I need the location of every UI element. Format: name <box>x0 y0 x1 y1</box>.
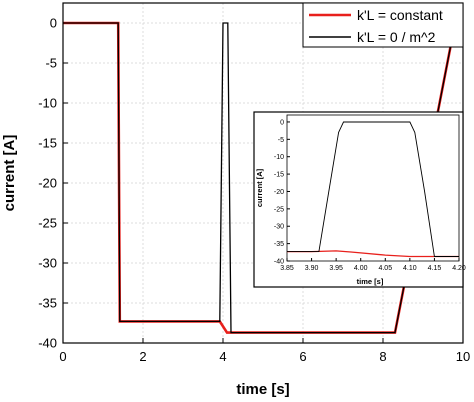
x-tick-label: 4.05 <box>378 265 392 272</box>
y-tick-label: -10 <box>274 154 284 161</box>
main-y-axis-label: current [A] <box>1 135 18 212</box>
main-x-axis-label: time [s] <box>236 381 289 398</box>
y-tick-label: -35 <box>274 241 284 248</box>
y-tick-label: -25 <box>274 206 284 213</box>
main-series <box>63 2 461 334</box>
inset-ticks: 3.85 3.90 3.95 4.00 4.05 4.10 4.15 4.20 0 -5 -10 -1… <box>274 119 466 272</box>
y-tick-label: -5 <box>45 56 57 71</box>
x-tick-label: 8 <box>379 349 386 364</box>
y-tick-label: -20 <box>38 176 57 191</box>
y-tick-label: 0 <box>50 16 57 31</box>
inset-frame <box>253 111 464 288</box>
y-tick-label: 0 <box>280 119 284 126</box>
y-tick-label: -20 <box>274 189 284 196</box>
legend: k'L = constant k'L = 0 / m^2 <box>302 2 464 48</box>
x-tick-label: 10 <box>456 349 470 364</box>
x-tick-label: 6 <box>299 349 306 364</box>
inset-y-axis-label: current [A] <box>255 168 264 207</box>
x-tick-label: 2 <box>139 349 146 364</box>
x-tick-label: 3.85 <box>280 265 294 272</box>
y-tick-label: -40 <box>38 336 57 351</box>
series-line-kl-zero <box>287 121 459 257</box>
y-tick-label: -35 <box>38 296 57 311</box>
x-tick-label: 4 <box>219 349 226 364</box>
y-tick-label: -25 <box>38 216 57 231</box>
y-tick-label: -30 <box>38 256 57 271</box>
y-tick-label: -10 <box>38 96 57 111</box>
x-tick-label: 4.10 <box>403 265 417 272</box>
x-tick-label: 0 <box>59 349 66 364</box>
inset-x-axis-label: time [s] <box>357 277 384 286</box>
x-tick-label: 4.20 <box>452 265 466 272</box>
x-tick-label: 3.95 <box>329 265 343 272</box>
series-line-kl-zero <box>63 2 460 334</box>
legend-label-kl-constant: k'L = constant <box>357 7 443 23</box>
inset-plot-frame <box>286 114 460 262</box>
x-tick-label: 4.15 <box>428 265 442 272</box>
x-tick-label: 3.90 <box>305 265 319 272</box>
y-tick-label: -5 <box>278 137 284 144</box>
inset-series <box>287 121 459 258</box>
y-tick-label: -15 <box>274 172 284 179</box>
main-ticks: 0 2 4 6 8 10 0 -5 -10 -15 -20 -25 -30 -35 -40 <box>38 16 470 365</box>
y-tick-label: -15 <box>38 136 57 151</box>
y-tick-label: -30 <box>274 224 284 231</box>
y-tick-label: -40 <box>274 259 284 266</box>
inset-chart: 3.85 3.90 3.95 4.00 4.05 4.10 4.15 4.20 0 -5 -10 -1… <box>253 111 466 288</box>
legend-box <box>302 2 464 48</box>
x-tick-label: 4.00 <box>354 265 368 272</box>
legend-label-kl-zero: k'L = 0 / m^2 <box>357 29 436 45</box>
